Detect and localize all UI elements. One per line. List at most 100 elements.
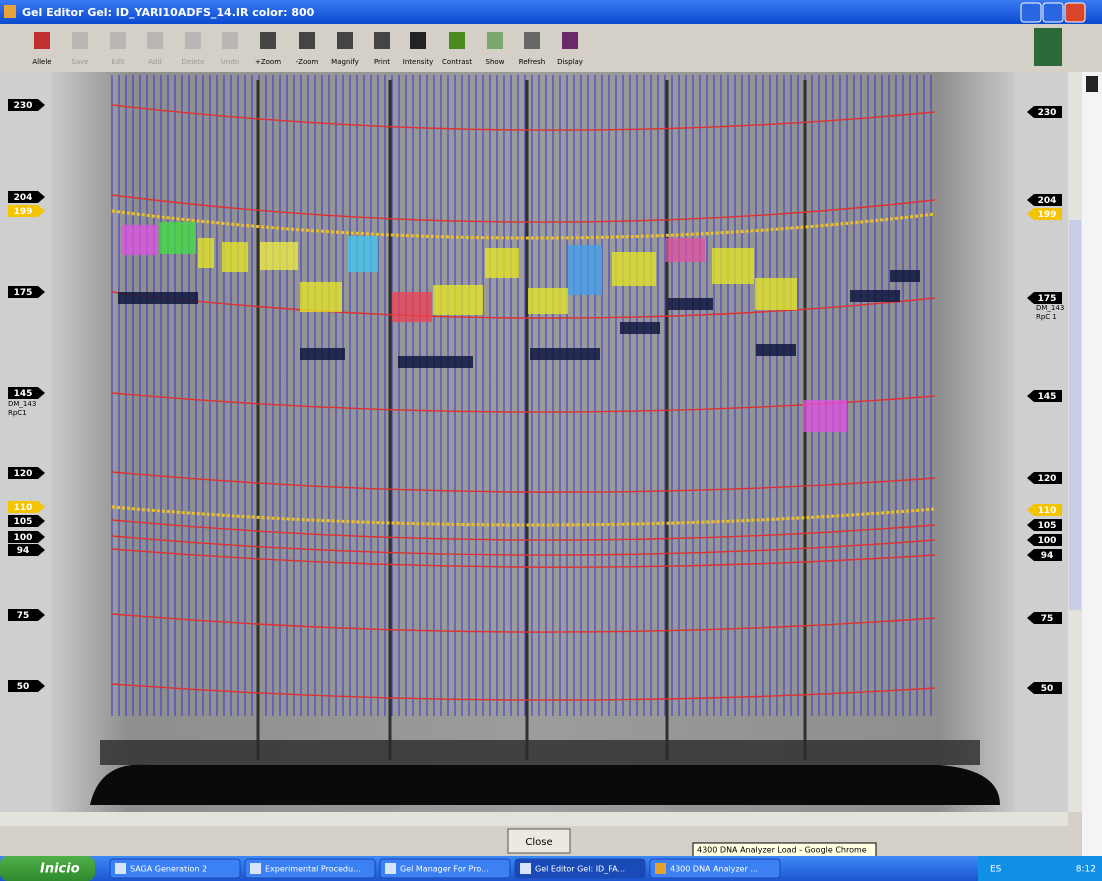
side-panel [1082,72,1102,856]
size-marker-label: 199 [1038,210,1057,220]
allele-label-block [712,248,754,284]
taskbar-item[interactable] [244,858,376,879]
tooltip-text: 4300 DNA Analyzer Load - Google Chrome [697,846,867,855]
taskbar-item-icon[interactable] [115,863,126,874]
toolbar-icon[interactable] [72,32,88,49]
scroll-thumb[interactable] [1069,220,1081,610]
toolbar-label[interactable]: Intensity [403,58,433,66]
toolbar-icon[interactable] [410,32,426,49]
toolbar [0,24,1102,72]
window-icon [4,5,16,18]
toolbar-icon[interactable] [34,32,50,49]
reference-line [111,505,936,527]
toolbar-icon[interactable] [299,32,315,49]
taskbar-item[interactable] [109,858,241,879]
toolbar-label[interactable]: Save [71,58,88,66]
taskbar-item[interactable] [514,858,646,879]
allele-label-block [222,242,248,272]
ladder-line [111,519,936,541]
taskbar-item-icon[interactable] [385,863,396,874]
toolbar-icon[interactable] [147,32,163,49]
size-marker-label: 94 [1041,551,1054,561]
horizontal-scrollbar[interactable] [0,812,1068,826]
toolbar-icon[interactable] [524,32,540,49]
right-marker-column [1015,72,1068,812]
close-button-label[interactable]: Close [525,837,552,848]
toolbar-label[interactable]: Delete [182,58,205,66]
toolbar-icon[interactable] [487,32,503,49]
toolbar-label[interactable]: Undo [221,58,239,66]
toolbar-icon[interactable] [374,32,390,49]
toolbar-icon[interactable] [222,32,238,49]
allele-label-block [665,238,705,262]
start-button[interactable] [0,856,95,881]
taskbar-item-label[interactable]: Gel Manager For Pro... [400,865,489,874]
size-marker [8,99,45,111]
toolbar-icon[interactable] [562,32,578,49]
size-marker [8,467,45,479]
ladder-line [111,613,936,633]
taskbar-item-icon[interactable] [655,863,666,874]
size-marker-label: 120 [14,469,33,479]
size-marker-label: 75 [17,611,30,621]
gel-band [530,348,600,360]
taskbar-item[interactable] [649,858,781,879]
toolbar-label[interactable]: Print [374,58,390,66]
size-marker [1027,549,1062,561]
toolbar-label[interactable]: Display [557,58,583,66]
size-marker [1027,612,1062,624]
toolbar-label[interactable]: Allele [32,58,51,66]
gel-band [620,322,660,334]
size-marker [1027,292,1062,304]
taskbar-item-label[interactable]: 4300 DNA Analyzer ... [670,865,758,874]
taskbar-item-icon[interactable] [250,863,261,874]
toolbar-label[interactable]: +Zoom [255,58,281,66]
size-marker-label: 175 [14,288,33,298]
size-marker-label: 100 [14,533,33,543]
toolbar-icon[interactable] [260,32,276,49]
toolbar-icon[interactable] [185,32,201,49]
marker-annotation: DM_143 [1036,304,1064,312]
taskbar-item-icon[interactable] [520,863,531,874]
toolbar-icon[interactable] [110,32,126,49]
size-marker-label: 230 [1038,108,1057,118]
taskbar-item-label[interactable]: Gel Editor Gel: ID_FA... [535,865,625,874]
toolbar-label[interactable]: -Zoom [296,58,319,66]
allele-label-block [160,222,196,254]
tray-language: ES [990,865,1002,875]
toolbar-label[interactable]: Add [148,58,162,66]
close-button[interactable] [507,828,571,854]
size-marker-label: 75 [1041,614,1054,624]
system-tray [978,856,1102,881]
toolbar-label[interactable]: Edit [111,58,125,66]
reference-line [111,209,936,240]
start-label[interactable]: Inicio [40,862,80,877]
gel-band [300,348,345,360]
size-marker-label: 50 [1041,684,1054,694]
ladder-line [111,471,936,493]
maximize-button[interactable] [1042,2,1064,23]
side-icon [1086,76,1098,92]
marker-annotation: RpC 1 [1036,313,1057,321]
toolbar-label[interactable]: Show [486,58,505,66]
marker-annotation: RpC1 [8,409,27,417]
size-marker-label: 110 [1038,506,1057,516]
size-marker [8,544,45,556]
size-marker [1027,106,1062,118]
toolbar-icon[interactable] [337,32,353,49]
toolbar-label[interactable]: Magnify [331,58,359,66]
toolbar-label[interactable]: Contrast [442,58,472,66]
close-window-button[interactable] [1064,2,1086,23]
gel-band [890,270,920,282]
minimize-button[interactable] [1020,2,1042,23]
ladder-line [111,683,936,701]
toolbar-icon[interactable] [449,32,465,49]
size-marker-label: 199 [14,207,33,217]
allele-label-block [803,400,847,432]
toolbar-label[interactable]: Refresh [519,58,545,66]
size-marker-label: 120 [1038,474,1057,484]
taskbar-item-label[interactable]: Experimental Procedu... [265,865,361,874]
taskbar-item[interactable] [379,858,511,879]
taskbar-item-label[interactable]: SAGA Generation 2 [130,865,207,874]
size-marker-label: 94 [17,546,30,556]
